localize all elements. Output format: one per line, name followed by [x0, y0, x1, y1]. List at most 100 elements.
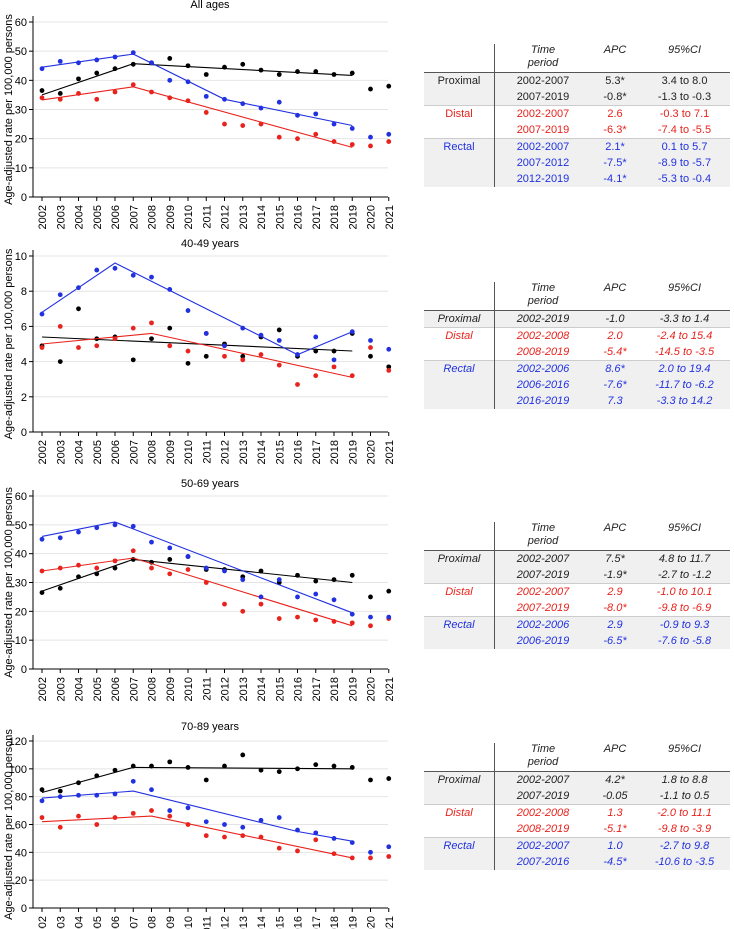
- distal-point: [240, 123, 246, 128]
- table-cell-site: [424, 344, 495, 361]
- y-tick-label: 20: [15, 134, 27, 146]
- table-cell-ci: -3.3 to 1.4: [639, 310, 730, 328]
- x-tick-label: 2019: [347, 205, 359, 229]
- table-row: 2007-2019 -8.0* -9.8 to -6.9: [424, 600, 730, 617]
- x-tick-label: 2019: [347, 677, 359, 701]
- distal-point: [240, 608, 246, 614]
- distal-point: [222, 601, 227, 607]
- x-tick-label: 2002: [37, 677, 49, 701]
- rectal-point: [39, 66, 45, 72]
- distal-point: [185, 822, 191, 827]
- table-cell-per: 2002-2007: [494, 837, 591, 854]
- table-header: [424, 743, 495, 772]
- table-cell-apc: -4.1*: [591, 171, 639, 187]
- y-tick-label: 6: [21, 321, 27, 333]
- x-tick-label: 2009: [165, 440, 177, 464]
- table-cell-per: 2008-2019: [516, 823, 570, 835]
- distal-point: [313, 373, 319, 379]
- x-tick-label: 2002: [37, 916, 49, 929]
- rectal-fitted-line: [41, 790, 353, 842]
- distal-point: [295, 848, 300, 854]
- distal-point: [94, 565, 100, 571]
- table-row: Proximal 2002-2007 4.2* 1.8 to 8.8: [424, 771, 730, 788]
- rectal-point: [94, 267, 100, 273]
- rectal-point: [349, 611, 355, 617]
- x-tick-label: 2002: [37, 205, 49, 229]
- table-cell-site: [424, 633, 495, 649]
- y-tick-label: 120: [9, 736, 27, 748]
- table-cell-apc: 2.9: [591, 583, 639, 600]
- rectal-point: [295, 827, 300, 833]
- distal-point: [112, 336, 118, 342]
- distal-point: [94, 343, 100, 349]
- proximal-point: [349, 572, 355, 578]
- apc-table-3: Time period APC 95%CI Proximal 2002-2007 4.2* 1…: [424, 743, 730, 870]
- table-cell-site: Rectal: [424, 360, 495, 377]
- x-tick-label: 2004: [74, 440, 86, 464]
- distal-point: [130, 82, 136, 88]
- rectal-point: [240, 824, 246, 830]
- table-cell-site: Distal: [424, 804, 495, 821]
- table-header: Time period: [494, 743, 591, 772]
- proximal-point: [276, 72, 282, 77]
- proximal-point: [57, 91, 63, 96]
- distal-point: [331, 851, 337, 857]
- table-cell-apc: 2.0: [591, 327, 639, 344]
- table-cell-per: 2002-2008: [494, 804, 591, 821]
- x-tick-label: 2012: [220, 677, 232, 701]
- proximal-point: [76, 306, 81, 312]
- proximal-point: [295, 572, 300, 578]
- table-header: 95%CI: [639, 743, 730, 772]
- x-tick-label: 2008: [147, 677, 159, 701]
- distal-point: [331, 364, 337, 370]
- distal-point: [203, 110, 209, 115]
- distal-point: [368, 345, 373, 350]
- proximal-point: [368, 777, 373, 783]
- table-cell-per: 2002-2007: [494, 583, 591, 600]
- table-cell-per: 2002-2019: [494, 310, 591, 328]
- table-cell-apc: 2.6: [591, 105, 639, 122]
- distal-point: [167, 95, 173, 101]
- proximal-point: [313, 762, 319, 768]
- rectal-point: [76, 529, 81, 535]
- proximal-point: [39, 88, 45, 93]
- table-row: Distal 2002-2007 2.9 -1.0 to 10.1: [424, 583, 730, 600]
- table-header: APC: [591, 743, 639, 772]
- x-tick-label: 2006: [110, 677, 122, 701]
- table-cell-per: 2007-2019: [516, 124, 570, 136]
- proximal-point: [331, 763, 337, 769]
- rectal-point: [295, 352, 300, 357]
- table-cell-apc: 7.3: [591, 393, 639, 409]
- proximal-point: [112, 767, 118, 773]
- x-tick-label: 2020: [366, 916, 378, 929]
- distal-point: [368, 623, 373, 629]
- table-cell-site: Rectal: [424, 616, 495, 633]
- table-row: 2006-2016 -7.6* -11.7 to -6.2: [424, 377, 730, 393]
- y-tick-label: 40: [15, 847, 27, 859]
- table-cell-site: Proximal: [424, 310, 495, 328]
- y-tick-label: 30: [15, 105, 27, 117]
- x-tick-label: 2007: [128, 205, 140, 229]
- distal-point: [149, 565, 154, 571]
- proximal-point: [167, 557, 173, 562]
- table-cell-apc: 1.3: [591, 804, 639, 821]
- distal-point: [276, 362, 282, 368]
- y-axis-label: Age-adjusted rate per 100,000 persons: [3, 729, 15, 920]
- rectal-point: [331, 357, 337, 363]
- x-tick-label: 2005: [92, 205, 104, 229]
- distal-point: [76, 813, 81, 819]
- x-tick-label: 2010: [183, 205, 195, 229]
- x-tick-label: 2019: [347, 440, 359, 464]
- y-axis-label: Age-adjusted rate per 100,000 persons: [3, 487, 15, 678]
- x-tick-label: 2018: [329, 205, 341, 229]
- x-tick-label: 2021: [384, 916, 396, 929]
- rectal-point: [39, 536, 45, 542]
- proximal-point: [203, 72, 209, 77]
- rectal-point: [331, 121, 337, 127]
- chart-title: All ages: [190, 0, 230, 11]
- table-cell-per: 2007-2016: [494, 854, 591, 870]
- rectal-point: [313, 111, 319, 117]
- distal-point: [39, 815, 45, 820]
- distal-point: [313, 617, 319, 623]
- table-header: APC: [591, 522, 639, 551]
